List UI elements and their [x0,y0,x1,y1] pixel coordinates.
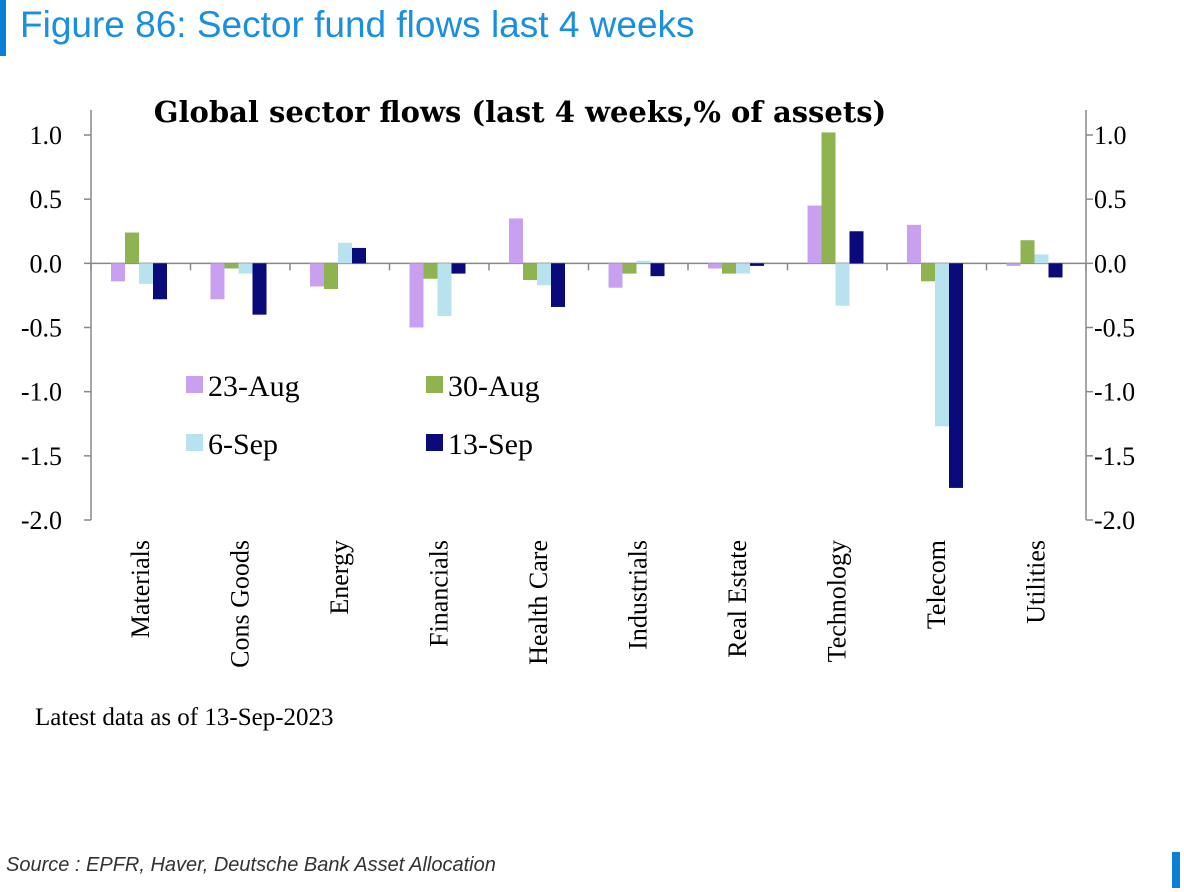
title-accent-bar [0,0,6,56]
bar [537,263,551,286]
legend-label: 6-Sep [208,428,278,461]
y-tick-label-left: -1.5 [21,442,62,471]
bar [509,218,523,264]
bar [153,263,167,300]
y-tick-label-right: 0.5 [1094,185,1127,214]
bar [125,232,139,264]
bar [849,231,864,264]
legend-label: 13-Sep [448,428,533,461]
y-tick-label-right: 1.0 [1094,121,1127,150]
bar [1048,263,1063,278]
data-note: Latest data as of 13-Sep-2023 [35,704,334,731]
bar [722,263,736,274]
chart-bars [111,132,1063,488]
category-label: Industrials [623,540,652,650]
chart-ticks: 1.0 1.0 0.5 0.5 0.0 0.0 -0.5 -0.5 -1.0 -1.0 -1.5 -1… [21,121,1135,535]
legend-swatch [426,376,443,393]
corner-accent-bar [1172,852,1180,888]
legend-swatch [426,434,443,451]
figure-title: Figure 86: Sector fund flows last 4 week… [20,4,695,45]
y-tick-label-right: -1.0 [1094,378,1135,407]
y-tick-label-left: -2.0 [21,506,62,535]
legend-label: 23-Aug [208,370,300,403]
bar [139,263,153,284]
y-tick-label-left: 0.5 [30,185,63,214]
bar-chart: Global sector flows (last 4 weeks,% of a… [21,95,1135,668]
bar [423,263,438,279]
y-tick-label-left: -0.5 [21,314,62,343]
bar [238,263,253,274]
category-label: Energy [325,540,354,615]
y-tick-label-right: -1.5 [1094,442,1135,471]
bar [338,242,352,264]
category-label: Telecom [922,540,951,629]
y-tick-label-left: 0.0 [30,249,63,278]
bar [324,263,338,289]
bar [352,247,366,264]
bar [1006,263,1021,266]
bar [1020,240,1035,264]
bar [708,263,722,269]
y-tick-label-left: 1.0 [30,121,63,150]
category-label: Technology [822,540,851,662]
bar [252,263,267,315]
bar [551,263,565,307]
bar [736,263,750,274]
legend-swatch [186,434,203,451]
category-label: Utilities [1021,540,1050,624]
category-label: Financials [424,540,453,647]
bar [224,263,239,269]
bar [750,263,764,266]
source-text: Source : EPFR, Haver, Deutsche Bank Asse… [6,854,496,876]
bar [451,263,466,274]
bar [608,263,623,288]
bar [1034,254,1049,264]
chart-title: Global sector flows (last 4 weeks,% of a… [154,95,887,129]
y-tick-label-left: -1.0 [21,378,62,407]
bar [636,260,651,264]
category-label: Real Estate [723,540,752,658]
category-label: Materials [126,540,155,638]
bar [807,205,822,264]
bar [935,263,949,427]
y-tick-label-right: -2.0 [1094,506,1135,535]
y-tick-label-right: 0.0 [1094,249,1127,278]
legend-label: 30-Aug [448,370,540,403]
category-label: Cons Goods [225,540,254,668]
bar [111,263,125,282]
bar [907,224,921,264]
bar [949,263,963,488]
bar [835,263,850,306]
bar [437,263,452,316]
bar [310,263,324,287]
chart-legend: 23-Aug 30-Aug 6-Sep 13-Sep [186,370,540,461]
bar [409,263,424,328]
y-tick-label-right: -0.5 [1094,314,1135,343]
chart-categories: Materials Cons Goods Energy Financials Healt… [126,540,1051,668]
category-label: Health Care [524,540,553,665]
bar [622,263,637,274]
legend-swatch [186,376,203,393]
bar [821,132,836,264]
bar [650,263,665,277]
bar [210,263,225,300]
bar [921,263,935,282]
bar [523,263,537,281]
